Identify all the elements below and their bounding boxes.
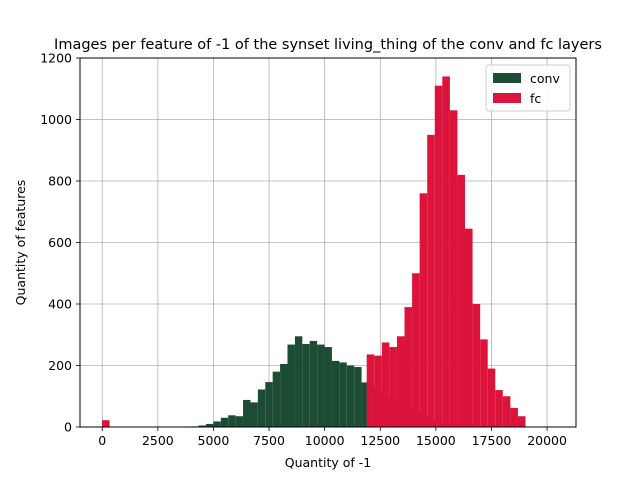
x-tick-label: 17500 (472, 433, 512, 448)
legend-swatch-conv (493, 73, 521, 83)
fc-bar (412, 273, 420, 427)
legend: conv fc (485, 64, 571, 112)
conv-bar (220, 417, 229, 427)
fc-bar (502, 396, 511, 427)
x-tick-label: 20000 (527, 433, 567, 448)
fc-bar (517, 416, 526, 427)
x-tick-label: 12500 (360, 433, 400, 448)
conv-bar (257, 389, 266, 427)
x-tick-label: 5000 (198, 433, 230, 448)
legend-label-fc: fc (530, 91, 541, 106)
conv-bar (198, 425, 207, 427)
conv-bar (354, 367, 362, 427)
conv-bar (309, 340, 318, 427)
fc-bar (419, 193, 428, 427)
fc-bar (449, 110, 458, 428)
x-tick-label: 7500 (253, 433, 285, 448)
fc-bar (480, 339, 488, 427)
conv-bar (294, 336, 303, 427)
conv-bar (213, 421, 221, 427)
conv-bar (324, 347, 332, 427)
y-tick-label: 600 (48, 235, 72, 250)
fc-bar (102, 420, 110, 427)
fc-bar (434, 85, 443, 428)
conv-bar (228, 415, 236, 427)
fc-bar (404, 307, 413, 427)
fc-bar (442, 76, 450, 427)
conv-bar (272, 371, 281, 427)
x-tick-label: 15000 (416, 433, 456, 448)
y-axis-label: Quantity of features (13, 180, 28, 306)
y-tick-label: 0 (64, 420, 72, 435)
y-tick-label: 200 (48, 358, 72, 373)
axis-ticks: 0 2500 5000 7500 10000 12500 15000 17500 20000 0 2… (40, 51, 567, 449)
fc-bar (381, 342, 390, 427)
conv-bar (346, 365, 355, 427)
conv-bar (361, 382, 369, 427)
fc-bar (487, 368, 496, 427)
x-axis-label: Quantity of -1 (285, 455, 371, 470)
conv-bar (280, 363, 288, 427)
fc-bar (366, 354, 375, 427)
fc-bar (374, 355, 382, 427)
legend-swatch-fc (493, 93, 521, 103)
y-tick-label: 800 (48, 174, 72, 189)
fc-bar (495, 390, 503, 427)
fc-bar (457, 174, 466, 427)
fc-bar (465, 228, 473, 427)
x-tick-label: 2500 (142, 433, 174, 448)
conv-bar (206, 423, 214, 427)
x-tick-label: 0 (98, 433, 106, 448)
conv-bar (302, 343, 310, 427)
y-tick-label: 1200 (40, 51, 72, 66)
y-tick-label: 1000 (40, 112, 72, 127)
fc-bar (427, 134, 435, 427)
x-tick-label: 10000 (305, 433, 345, 448)
conv-bar (331, 360, 340, 427)
conv-bar (265, 382, 273, 427)
conv-bar (287, 344, 295, 427)
fc-bar (472, 304, 481, 427)
fc-bars (102, 76, 526, 428)
y-tick-label: 400 (48, 297, 72, 312)
legend-label-conv: conv (530, 71, 560, 86)
conv-bar (243, 399, 251, 427)
fc-bar (389, 347, 397, 427)
conv-bar (317, 344, 325, 427)
conv-bar (235, 416, 244, 427)
fc-bar (510, 407, 518, 427)
conv-bar (339, 362, 347, 427)
conv-bar (250, 402, 258, 427)
chart-title: Images per feature of -1 of the synset l… (54, 37, 602, 53)
fc-bar (396, 336, 405, 427)
